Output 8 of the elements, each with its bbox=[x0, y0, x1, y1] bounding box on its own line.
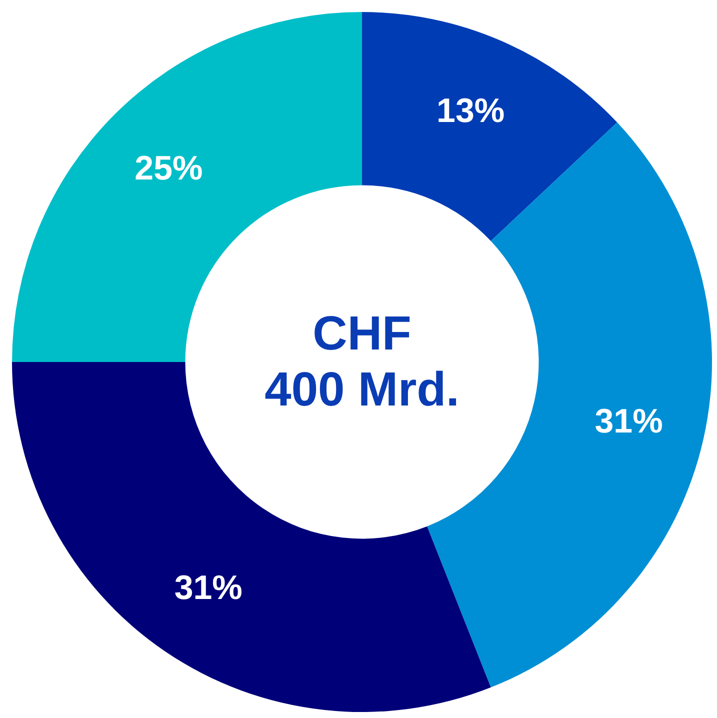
data-label: 31% bbox=[174, 569, 242, 608]
donut-slice bbox=[12, 362, 491, 712]
data-label: 25% bbox=[134, 150, 203, 188]
text: 400 Mrd. bbox=[264, 364, 460, 416]
data-label: 31% bbox=[594, 402, 663, 441]
donut-slice bbox=[362, 12, 618, 242]
text: CHF bbox=[312, 308, 412, 360]
data-label: 13% bbox=[436, 92, 505, 130]
